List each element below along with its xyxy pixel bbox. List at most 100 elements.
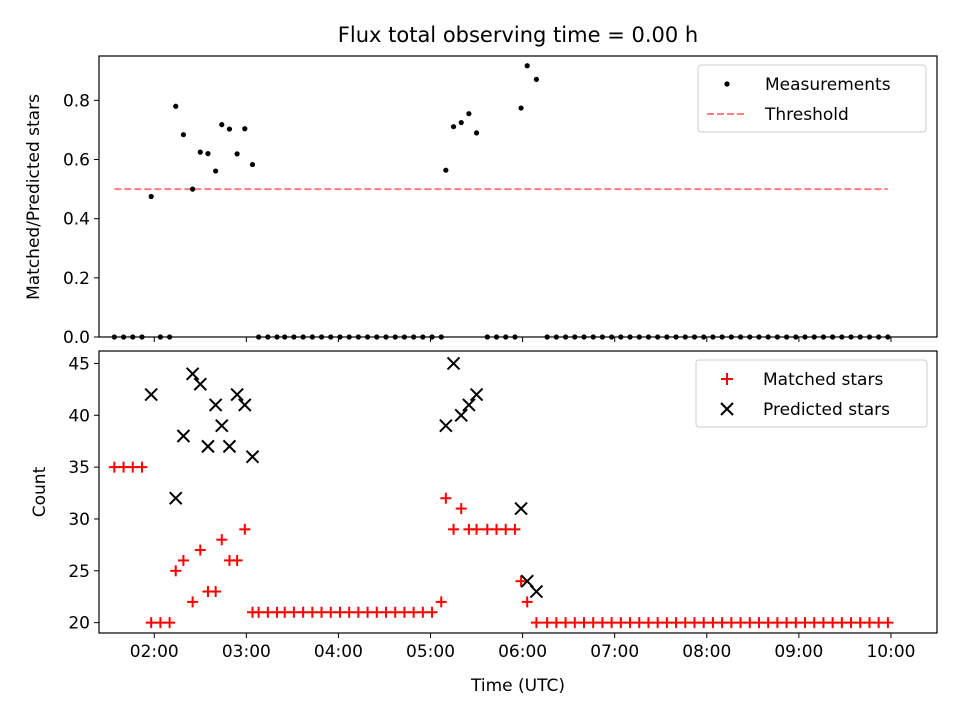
matched-star-point bbox=[279, 606, 291, 618]
count-plot-frame bbox=[98, 350, 938, 634]
matched-star-point bbox=[679, 617, 691, 629]
predicted-star-point-b bbox=[238, 398, 252, 412]
count-panel: 02:00 03:00 04:00 05:00 06:00 07:00 08:00 09:00… bbox=[30, 350, 938, 662]
matched-star-point bbox=[306, 606, 318, 618]
predicted-star-point-b bbox=[462, 398, 476, 412]
matched-star-point bbox=[716, 617, 728, 629]
predicted-star-point bbox=[446, 356, 461, 371]
measurement-point bbox=[219, 122, 225, 128]
predicted-star-point-b bbox=[193, 377, 208, 391]
count-legend-box bbox=[695, 359, 928, 428]
matched-star-point bbox=[762, 617, 774, 629]
matched-star-point bbox=[118, 461, 130, 473]
legend-predicted-label: Predicted stars bbox=[763, 400, 890, 420]
x-tick-label: 04:00 bbox=[314, 642, 363, 662]
legend-measurements-marker bbox=[724, 81, 730, 87]
measurement-point bbox=[190, 186, 196, 192]
count-x-axis: 02:00 03:00 04:00 05:00 06:00 07:00 08:00 09:00… bbox=[130, 633, 915, 662]
matched-star-point bbox=[642, 617, 654, 629]
predicted-star-point-b bbox=[245, 450, 260, 464]
predicted-star-point-b bbox=[454, 408, 468, 422]
predicted-star-point-b bbox=[169, 491, 183, 505]
predicted-star-point-b bbox=[215, 418, 229, 433]
matched-star-point bbox=[670, 617, 682, 629]
matched-star-point bbox=[587, 617, 599, 629]
measurement-point bbox=[443, 167, 449, 173]
matched-star-point bbox=[177, 554, 189, 566]
matched-star-point bbox=[389, 606, 401, 618]
matched-star-point bbox=[380, 606, 392, 618]
matched-star-point bbox=[873, 617, 885, 629]
matched-star-point bbox=[455, 503, 467, 515]
predicted-star-point-b bbox=[222, 439, 237, 454]
matched-star-point bbox=[854, 617, 866, 629]
predicted-star-point bbox=[193, 377, 208, 391]
measurement-point bbox=[466, 111, 472, 117]
matched-star-point bbox=[633, 617, 645, 629]
matched-star-point bbox=[417, 606, 429, 618]
matched-star-point bbox=[781, 617, 793, 629]
y-tick-label: 25 bbox=[68, 562, 90, 582]
matched-star-point bbox=[408, 606, 420, 618]
matched-star-point bbox=[817, 617, 829, 629]
matched-star-point bbox=[689, 617, 701, 629]
predicted-star-point bbox=[462, 398, 476, 412]
predicted-star-point bbox=[144, 387, 158, 402]
ratio-panel: 0.00.20.40.60.8 Matched/Predicted stars … bbox=[24, 55, 938, 348]
x-tick-label: 10:00 bbox=[866, 642, 915, 662]
y-tick-label: 0.6 bbox=[63, 151, 90, 171]
ratio-plot-frame bbox=[98, 55, 938, 338]
matched-star-point bbox=[398, 606, 410, 618]
y-tick-label: 40 bbox=[68, 406, 90, 426]
predicted-star-point bbox=[208, 398, 223, 412]
predicted-star-point bbox=[201, 439, 215, 454]
matched-star-point bbox=[753, 617, 765, 629]
matched-star-point bbox=[707, 617, 719, 629]
predicted-star-point bbox=[215, 418, 229, 433]
matched-star-point bbox=[661, 617, 673, 629]
matched-star-point bbox=[435, 596, 447, 608]
predicted-star-point bbox=[454, 408, 468, 422]
y-tick-label: 0.4 bbox=[63, 210, 90, 230]
matched-star-point bbox=[343, 606, 355, 618]
x-tick-label: 06:00 bbox=[498, 642, 547, 662]
matched-star-point bbox=[262, 606, 274, 618]
x-tick-label: 09:00 bbox=[774, 642, 823, 662]
measurement-point bbox=[173, 103, 179, 109]
ratio-y-axis-label: Matched/Predicted stars bbox=[24, 94, 44, 300]
matched-star-point bbox=[108, 461, 120, 473]
measurement-point bbox=[249, 161, 256, 168]
x-tick-label: 07:00 bbox=[590, 642, 639, 662]
matched-star-point bbox=[371, 606, 383, 618]
matched-star-point bbox=[615, 617, 627, 629]
matched-star-point bbox=[481, 523, 493, 535]
measurement-point bbox=[458, 119, 464, 126]
matched-star-point bbox=[521, 596, 533, 608]
measurement-point bbox=[213, 168, 219, 174]
matched-star-point bbox=[652, 617, 664, 629]
matched-star-point bbox=[154, 617, 166, 629]
y-tick-label: 45 bbox=[68, 354, 90, 374]
y-tick-label: 30 bbox=[68, 510, 90, 530]
predicted-star-point bbox=[169, 491, 183, 505]
predicted-star-point-b bbox=[230, 387, 244, 402]
legend-predicted-marker bbox=[720, 402, 734, 416]
y-tick-label: 0.8 bbox=[63, 91, 90, 111]
matched-star-point bbox=[231, 554, 243, 566]
predicted-star-point-b bbox=[208, 398, 223, 412]
predicted-star-point bbox=[514, 501, 528, 516]
matched-star-point bbox=[744, 617, 756, 629]
matched-star-point bbox=[216, 534, 228, 546]
matched-star-point bbox=[325, 606, 337, 618]
y-tick-label: 0.0 bbox=[63, 328, 90, 348]
matched-star-point bbox=[334, 606, 346, 618]
y-tick-label: 20 bbox=[68, 614, 90, 634]
measurement-point bbox=[242, 126, 248, 132]
measurement-point bbox=[450, 124, 457, 130]
matched-star-point bbox=[698, 617, 710, 629]
measurement-point bbox=[226, 126, 233, 132]
matched-star-point bbox=[799, 617, 811, 629]
matched-star-point bbox=[187, 596, 199, 608]
legend-matched-marker bbox=[721, 373, 733, 385]
matched-star-point bbox=[541, 617, 553, 629]
